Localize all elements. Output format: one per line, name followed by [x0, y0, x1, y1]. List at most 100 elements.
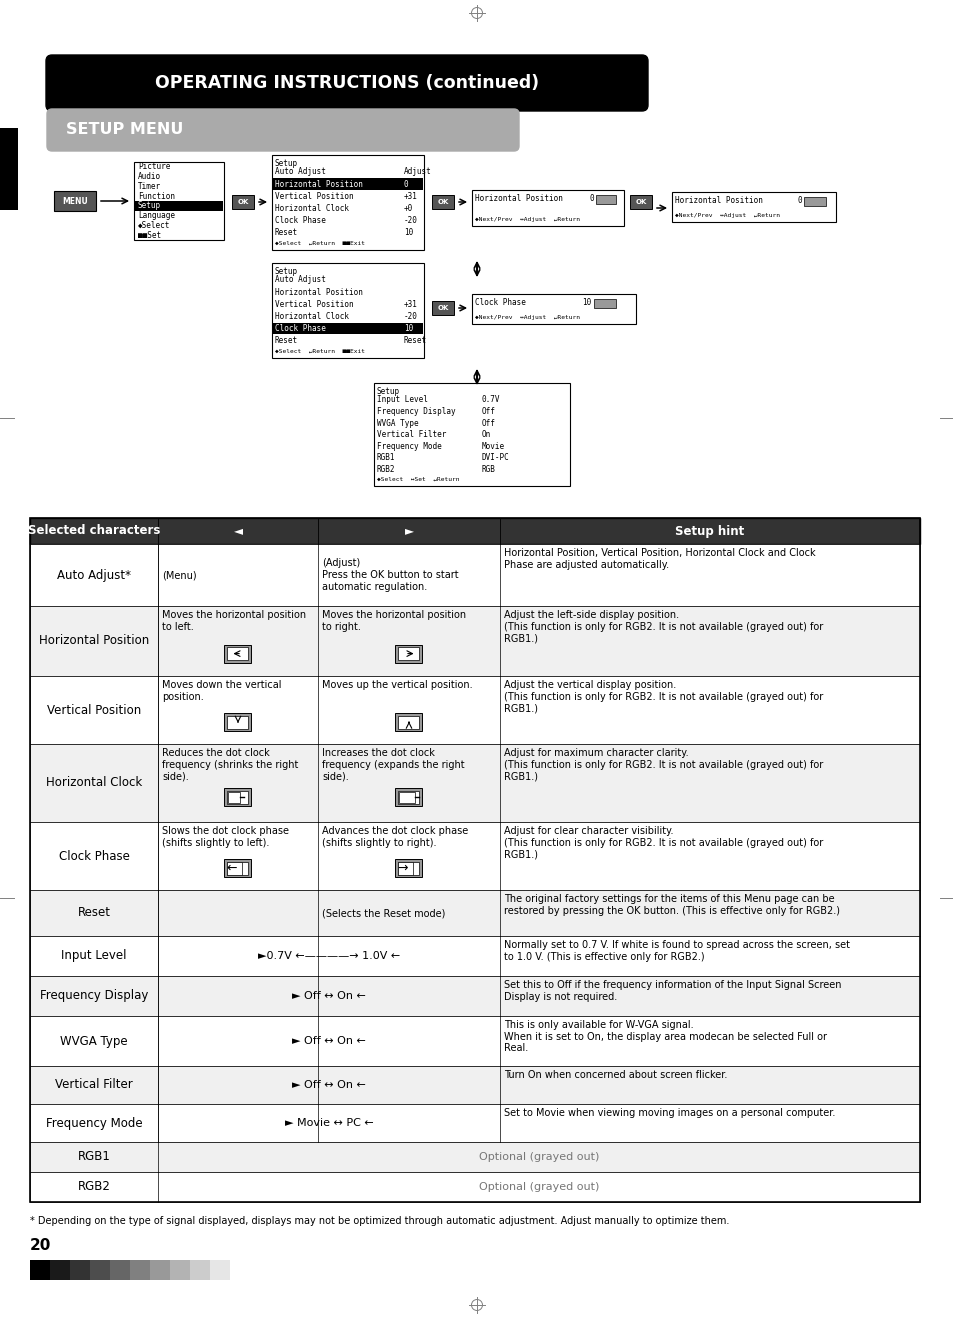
Bar	[227, 791, 248, 804]
Bar	[30, 1104, 919, 1141]
Text: Clock Phase: Clock Phase	[274, 324, 326, 333]
Text: Clock Phase: Clock Phase	[475, 298, 525, 307]
Bar	[30, 977, 919, 1016]
Text: Setup: Setup	[274, 268, 297, 275]
Bar	[374, 384, 569, 486]
Text: Off: Off	[481, 407, 496, 416]
Text: Horizontal Position: Horizontal Position	[39, 634, 149, 647]
Text: Clock Phase: Clock Phase	[58, 850, 130, 862]
Text: -20: -20	[403, 312, 417, 322]
Bar	[272, 156, 423, 250]
Text: Setup: Setup	[274, 159, 297, 167]
Text: ►0.7V ←————→ 1.0V ←: ►0.7V ←————→ 1.0V ←	[257, 952, 399, 961]
Bar	[395, 645, 422, 663]
Text: Reset: Reset	[274, 228, 297, 237]
Text: Setup: Setup	[138, 202, 161, 211]
Text: Turn On when concerned about screen flicker.: Turn On when concerned about screen flic…	[503, 1070, 726, 1079]
Text: Horizontal Clock: Horizontal Clock	[274, 312, 349, 322]
Text: RGB1: RGB1	[376, 453, 395, 463]
Text: Slows the dot clock phase
(shifts slightly to left).: Slows the dot clock phase (shifts slight…	[162, 826, 289, 847]
Text: Vertical Filter: Vertical Filter	[55, 1078, 132, 1091]
Text: WVGA Type: WVGA Type	[60, 1035, 128, 1048]
Text: RGB2: RGB2	[376, 465, 395, 474]
Text: Input Level: Input Level	[61, 949, 127, 962]
Text: ◆Select  ↵Return  ■■Exit: ◆Select ↵Return ■■Exit	[274, 349, 365, 355]
Bar	[50, 1260, 70, 1280]
FancyBboxPatch shape	[46, 55, 647, 111]
Text: Reduces the dot clock
frequency (shrinks the right
side).: Reduces the dot clock frequency (shrinks…	[162, 749, 298, 782]
Text: Frequency Mode: Frequency Mode	[376, 442, 441, 451]
Bar	[30, 676, 919, 743]
Text: RGB2: RGB2	[77, 1181, 111, 1194]
Text: Reset: Reset	[77, 907, 111, 920]
Bar	[398, 862, 419, 875]
Text: Setup: Setup	[376, 387, 399, 395]
Bar	[133, 162, 224, 240]
Text: Set this to Off if the frequency information of the Input Signal Screen
Display : Set this to Off if the frequency informa…	[503, 981, 841, 1002]
Text: Horizontal Position: Horizontal Position	[675, 196, 762, 206]
Text: Function: Function	[138, 191, 174, 200]
Bar	[30, 518, 919, 544]
Text: ◆Select  ↔Set  ↵Return: ◆Select ↔Set ↵Return	[376, 477, 459, 482]
Text: Moves the horizontal position
to left.: Moves the horizontal position to left.	[162, 610, 306, 631]
Bar	[594, 299, 616, 308]
Text: ◆Select: ◆Select	[138, 221, 171, 229]
Bar	[596, 195, 616, 204]
Bar	[224, 788, 252, 807]
Text: +0: +0	[403, 204, 413, 214]
Text: Input Level: Input Level	[376, 395, 428, 405]
Bar	[432, 301, 454, 315]
Text: Moves up the vertical position.: Moves up the vertical position.	[322, 680, 472, 691]
Bar	[90, 1260, 110, 1280]
Text: OK: OK	[237, 199, 249, 206]
Text: 10: 10	[403, 228, 413, 237]
Text: ◆Next/Prev  ↔Adjust  ↵Return: ◆Next/Prev ↔Adjust ↵Return	[675, 214, 780, 217]
Bar	[210, 1260, 230, 1280]
Text: Optional (grayed out): Optional (grayed out)	[478, 1152, 598, 1162]
Bar	[395, 713, 422, 731]
Bar	[272, 264, 423, 358]
FancyBboxPatch shape	[47, 109, 518, 152]
Bar	[273, 323, 422, 335]
Text: -20: -20	[403, 216, 417, 225]
Text: Reset: Reset	[274, 336, 297, 345]
Text: ←: ←	[226, 862, 236, 875]
Bar	[432, 195, 454, 210]
Text: Setup hint: Setup hint	[675, 525, 744, 538]
Text: Vertical Position: Vertical Position	[274, 299, 354, 308]
Bar	[30, 743, 919, 822]
Bar	[30, 544, 919, 606]
Text: Movie: Movie	[481, 442, 504, 451]
Bar	[472, 190, 623, 225]
Text: 0: 0	[797, 196, 801, 206]
Text: OPERATING INSTRUCTIONS (continued): OPERATING INSTRUCTIONS (continued)	[154, 74, 538, 92]
Text: Set to Movie when viewing moving images on a personal computer.: Set to Movie when viewing moving images …	[503, 1108, 835, 1118]
Text: Frequency Display: Frequency Display	[40, 990, 148, 1003]
Bar	[398, 862, 413, 875]
Text: ► Off ↔ On ←: ► Off ↔ On ←	[292, 1036, 366, 1046]
Text: 10: 10	[403, 324, 413, 333]
Text: +31: +31	[403, 192, 417, 200]
Bar	[227, 862, 248, 875]
Text: (Menu): (Menu)	[162, 569, 196, 580]
Text: Adjust for clear character visibility.
(This function is only for RGB2. It is no: Adjust for clear character visibility. (…	[503, 826, 822, 859]
Text: 20: 20	[30, 1238, 51, 1253]
Bar	[30, 890, 919, 936]
Bar	[472, 294, 636, 324]
Text: MENU: MENU	[62, 196, 88, 206]
Text: ►: ►	[404, 525, 413, 538]
Bar	[30, 518, 919, 1202]
Text: Adjust the vertical display position.
(This function is only for RGB2. It is not: Adjust the vertical display position. (T…	[503, 680, 822, 713]
Text: ◆Next/Prev  ↔Adjust  ↵Return: ◆Next/Prev ↔Adjust ↵Return	[475, 315, 579, 320]
Text: SETUP MENU: SETUP MENU	[66, 123, 183, 137]
Bar	[398, 791, 419, 804]
Bar	[30, 606, 919, 676]
Text: OK: OK	[436, 199, 448, 206]
Text: Horizontal Position: Horizontal Position	[274, 287, 362, 297]
Bar	[671, 192, 835, 221]
Text: OK: OK	[436, 304, 448, 311]
Bar	[232, 195, 253, 210]
Text: Moves the horizontal position
to right.: Moves the horizontal position to right.	[322, 610, 466, 631]
Text: Horizontal Position: Horizontal Position	[475, 194, 562, 203]
Bar	[224, 645, 252, 663]
